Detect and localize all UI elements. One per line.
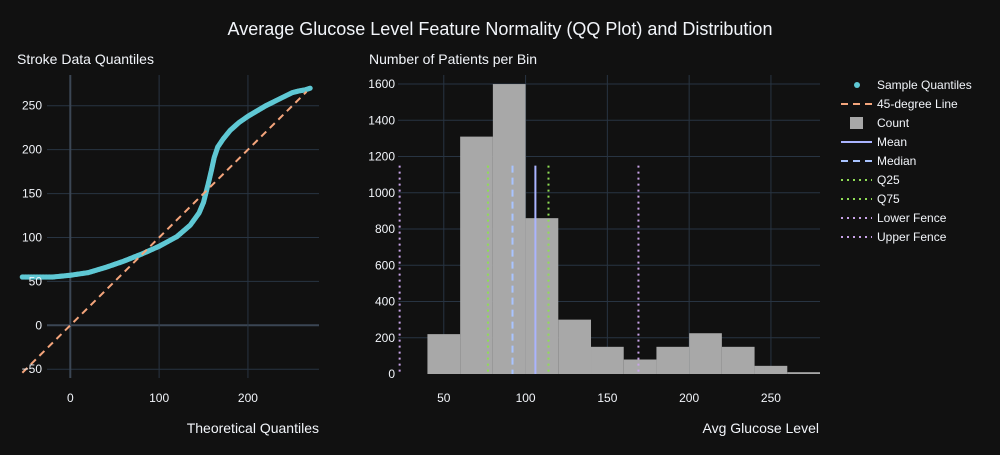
legend-label: Median (877, 154, 916, 168)
legend-item: Count (850, 116, 910, 130)
legend-label: Mean (877, 135, 907, 149)
histogram-panel: Number of Patients per Bin 0 200 400 600 800… (368, 51, 820, 436)
qq-x-axis-title: Theoretical Quantiles (187, 420, 319, 436)
histogram-x-tick-label: 200 (679, 391, 699, 405)
qq-plot-panel: Stroke Data Quantiles −50 0 50 100 150 200 250… (17, 51, 319, 436)
legend-label: 45-degree Line (877, 97, 958, 111)
legend-item: Q75 (841, 192, 900, 206)
histogram-y-tick-label: 600 (375, 258, 395, 272)
qq-45-degree-line (21, 90, 308, 374)
legend-label: Count (877, 116, 910, 130)
qq-marks (19, 85, 313, 374)
histogram-y-tick-label: 1400 (368, 113, 395, 127)
legend-label: Upper Fence (877, 230, 947, 244)
histogram-bar (492, 84, 526, 374)
histogram-bar (787, 372, 820, 374)
legend-label: Q25 (877, 173, 900, 187)
histogram-y-tick-label: 0 (388, 367, 395, 381)
qq-x-tick-label: 0 (67, 391, 74, 405)
histogram-x-tick-label: 250 (761, 391, 781, 405)
qq-y-tick-label: −50 (22, 362, 43, 376)
histogram-bar (591, 346, 624, 374)
legend-item: Q25 (841, 173, 900, 187)
legend: Sample Quantiles 45-degree Line Count Mean M… (841, 78, 972, 244)
qq-y-tick-label: 100 (22, 230, 42, 244)
legend-item: Upper Fence (841, 230, 947, 244)
qq-x-tick-label: 100 (149, 391, 169, 405)
histogram-y-tick-label: 200 (375, 331, 395, 345)
qq-y-tick-label: 250 (22, 99, 42, 113)
histogram-bar (656, 346, 690, 374)
legend-box-icon (850, 117, 863, 129)
histogram-bar (427, 334, 461, 374)
qq-sample-point (307, 85, 313, 91)
qq-y-tick-label: 150 (22, 187, 42, 201)
histogram-bar (525, 218, 559, 374)
histogram-y-tick-label: 1000 (368, 186, 395, 200)
histogram-bar (754, 365, 788, 374)
histogram-subtitle: Number of Patients per Bin (369, 51, 537, 67)
qq-x-tick-label: 200 (238, 391, 258, 405)
histogram-y-tick-label: 1600 (368, 77, 395, 91)
histogram-bar (689, 333, 722, 374)
histogram-x-axis-title: Avg Glucose Level (703, 420, 819, 436)
histogram-y-tick-label: 800 (375, 222, 395, 236)
qq-y-tick-label: 0 (35, 318, 42, 332)
legend-item: Median (841, 154, 916, 168)
histogram-y-tick-label: 400 (375, 295, 395, 309)
legend-label: Q75 (877, 192, 900, 206)
histogram-bar (721, 346, 755, 374)
legend-marker-icon (854, 82, 860, 88)
legend-item: Lower Fence (841, 211, 947, 225)
histogram-bar (623, 359, 657, 374)
legend-item: Sample Quantiles (854, 78, 972, 92)
qq-gridlines (47, 75, 319, 378)
qq-subtitle: Stroke Data Quantiles (17, 51, 154, 67)
histogram-x-tick-label: 150 (597, 391, 617, 405)
figure-title: Average Glucose Level Feature Normality … (228, 19, 773, 39)
legend-item: Mean (841, 135, 907, 149)
legend-label: Lower Fence (877, 211, 947, 225)
histogram-x-tick-label: 100 (516, 391, 536, 405)
qq-y-tick-label: 50 (29, 274, 43, 288)
histogram-marks (427, 84, 820, 374)
histogram-bar (558, 319, 592, 374)
histogram-y-tick-label: 1200 (368, 150, 395, 164)
qq-y-tick-label: 200 (22, 143, 42, 157)
histogram-reference-lines (398, 165, 640, 374)
qq-tick-labels: −50 0 50 100 150 200 250 0 100 200 (22, 99, 259, 405)
legend-label: Sample Quantiles (877, 78, 972, 92)
histogram-tick-labels: 0 200 400 600 800 1000 1200 1400 1600 50 100 150 200… (368, 77, 781, 405)
legend-item: 45-degree Line (841, 97, 958, 111)
histogram-x-tick-label: 50 (437, 391, 451, 405)
